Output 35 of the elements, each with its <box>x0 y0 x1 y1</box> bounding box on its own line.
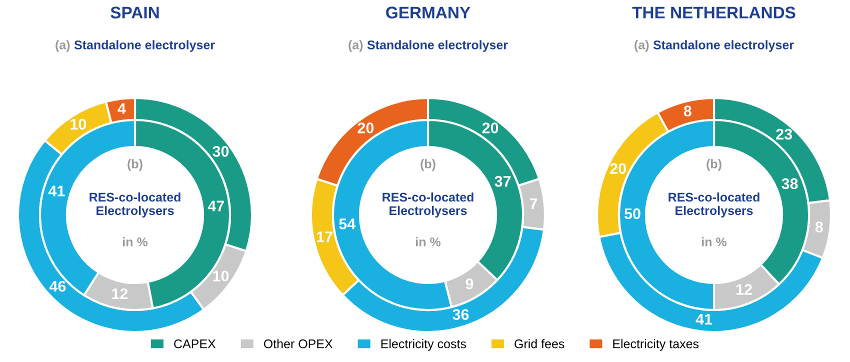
data-label: 20 <box>482 122 498 134</box>
slice-label: (a) Standalone electrolyser <box>348 40 508 52</box>
text: (b) RES-co-located Electrolysers <box>90 159 180 218</box>
text: (b) RES-co-located Electrolysers <box>668 159 760 218</box>
legend-label: Electricity taxes <box>613 339 699 351</box>
data-label: 23 <box>776 128 792 140</box>
data-label: 36 <box>452 309 469 320</box>
data-label: 30 <box>212 146 229 157</box>
text: (b) RES-co-located Electrolysers <box>382 159 474 218</box>
chart-title: GERMANY <box>386 6 470 18</box>
legend-label: Electricity costs <box>381 339 466 351</box>
data-label: 41 <box>696 314 712 324</box>
legend-label: Grid fees <box>514 339 564 348</box>
data-label: 20 <box>610 163 626 174</box>
data-label: 41 <box>48 186 65 196</box>
data-label: 47 <box>208 200 224 212</box>
text: in % <box>123 237 148 246</box>
legend-label: CAPEX <box>174 339 216 348</box>
legend-label: Other OPEX <box>264 339 333 348</box>
data-label: 37 <box>494 176 511 187</box>
slice-label: (a) Standalone electrolyser <box>634 40 794 52</box>
data-label: 8 <box>684 106 692 116</box>
slice-label: (a) Standalone electrolyser <box>56 40 215 52</box>
data-label: 46 <box>49 280 66 292</box>
data-label: 4 <box>118 103 126 114</box>
text: in % <box>416 237 441 246</box>
chart-title: THE NETHERLANDS <box>632 6 796 18</box>
data-label: 17 <box>317 232 332 242</box>
data-label: 50 <box>624 208 640 220</box>
data-label: 54 <box>339 218 356 230</box>
data-label: 10 <box>70 118 86 130</box>
chart-title: SPAIN <box>110 6 159 18</box>
text: in % <box>702 237 727 246</box>
data-label: 38 <box>782 178 798 190</box>
data-label: 20 <box>358 122 374 134</box>
